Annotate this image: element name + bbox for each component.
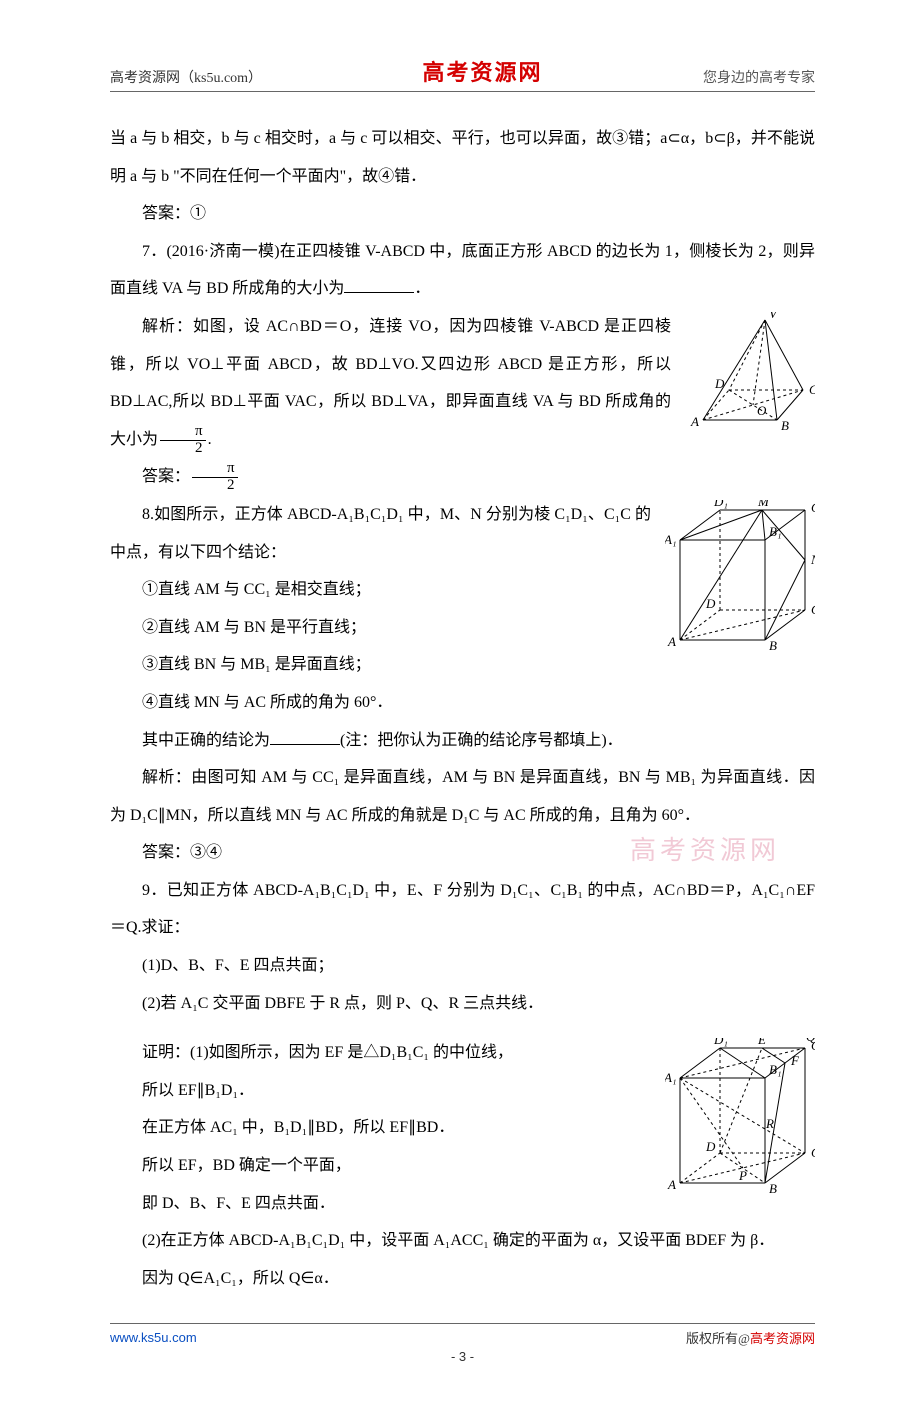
answer-line: 答案：① [110, 195, 815, 233]
text: 其中正确的结论为 [142, 732, 270, 749]
question-7: 7．(2016·济南一模)在正四棱锥 V-ABCD 中，底面正方形 ABCD 的… [110, 233, 815, 308]
svg-text:A: A [690, 414, 699, 429]
svg-text:V: V [769, 312, 779, 321]
svg-text:D: D [705, 596, 716, 611]
fill-blank [344, 276, 414, 293]
solution-8: 解析：由图可知 AM 与 CC₁ 是异面直线，AM 与 BN 是异面直线，BN … [110, 759, 815, 834]
svg-text:B: B [769, 638, 777, 650]
figure-pyramid: V A B C D O [685, 312, 815, 432]
svg-text:F: F [790, 1053, 800, 1068]
answer-8: 答案：③④ [110, 834, 815, 872]
spacer [110, 1022, 815, 1034]
option-3: ③直线 BN 与 MB₁ 是异面直线； [110, 646, 815, 684]
svg-text:B₁: B₁ [769, 524, 781, 539]
svg-text:B: B [781, 418, 789, 432]
svg-text:A₁: A₁ [665, 1070, 676, 1085]
svg-text:A: A [667, 1177, 676, 1192]
blank-line: 其中正确的结论为 (注：把你认为正确的结论序号都填上)． [110, 722, 815, 760]
text: 答案： [142, 468, 190, 485]
q9-part2: (2)若 A₁C 交平面 DBFE 于 R 点，则 P、Q、R 三点共线． [110, 985, 815, 1023]
svg-text:N: N [810, 552, 815, 567]
fraction: π2 [160, 424, 206, 457]
page-header: 高考资源网（ks5u.com） 高考资源网 您身边的高考专家 [110, 55, 815, 92]
header-left: 高考资源网（ks5u.com） [110, 67, 262, 87]
page: 高考资源网（ks5u.com） 高考资源网 您身边的高考专家 当 a 与 b 相… [0, 0, 920, 1404]
svg-text:R: R [765, 1116, 774, 1131]
svg-text:D₁: D₁ [713, 1038, 728, 1047]
question-9: 9．已知正方体 ABCD-A₁B₁C₁D₁ 中，E、F 分别为 D₁C₁、C₁B… [110, 872, 815, 947]
svg-text:A₁: A₁ [665, 532, 676, 547]
fill-blank [270, 728, 340, 745]
answer-7: 答案：π2 [110, 458, 815, 496]
document-body: 当 a 与 b 相交，b 与 c 相交时，a 与 c 可以相交、平行，也可以异面… [110, 120, 815, 1297]
text: ． [414, 280, 430, 297]
svg-text:C: C [811, 602, 815, 617]
svg-text:D: D [705, 1139, 716, 1154]
svg-text:D: D [714, 376, 725, 391]
svg-text:C: C [809, 382, 815, 397]
header-center-logo: 高考资源网 [423, 55, 543, 87]
fraction: π2 [192, 461, 238, 494]
proof-2: (2)在正方体 ABCD-A₁B₁C₁D₁ 中，设平面 A₁ACC₁ 确定的平面… [110, 1222, 815, 1260]
svg-text:Q: Q [806, 1038, 815, 1044]
proof-line: 因为 Q∈A₁C₁，所以 Q∈α． [110, 1260, 815, 1298]
figure-cube-1: A B C D A₁ B₁ C₁ D₁ M N [665, 500, 815, 650]
svg-text:B₁: B₁ [769, 1062, 781, 1077]
text: (注：把你认为正确的结论序号都填上)． [340, 732, 623, 749]
text: 7．(2016·济南一模)在正四棱锥 V-ABCD 中，底面正方形 ABCD 的… [110, 243, 815, 298]
q9-part1: (1)D、B、F、E 四点共面； [110, 947, 815, 985]
svg-text:B: B [769, 1181, 777, 1193]
page-footer: www.ks5u.com 版权所有@高考资源网 [110, 1323, 815, 1347]
figure-cube-2: ABCDA₁B₁C₁D₁EFQPR [665, 1038, 815, 1193]
svg-text:A: A [667, 634, 676, 649]
brand-name: 高考资源网 [750, 1331, 815, 1346]
svg-text:C₁: C₁ [811, 500, 815, 515]
svg-text:O: O [757, 403, 767, 418]
svg-text:M: M [757, 500, 770, 509]
svg-text:P: P [738, 1168, 747, 1183]
svg-text:C: C [811, 1145, 815, 1160]
paragraph: 当 a 与 b 相交，b 与 c 相交时，a 与 c 可以相交、平行，也可以异面… [110, 120, 815, 195]
svg-text:E: E [757, 1038, 766, 1047]
page-number: - 3 - [110, 1349, 815, 1364]
option-4: ④直线 MN 与 AC 所成的角为 60°． [110, 684, 815, 722]
svg-text:D₁: D₁ [713, 500, 728, 509]
footer-url: www.ks5u.com [110, 1330, 197, 1345]
text: . [208, 431, 212, 448]
header-right: 您身边的高考专家 [703, 67, 815, 87]
text: 版权所有@ [686, 1331, 750, 1346]
footer-copyright: 版权所有@高考资源网 [686, 1328, 815, 1347]
